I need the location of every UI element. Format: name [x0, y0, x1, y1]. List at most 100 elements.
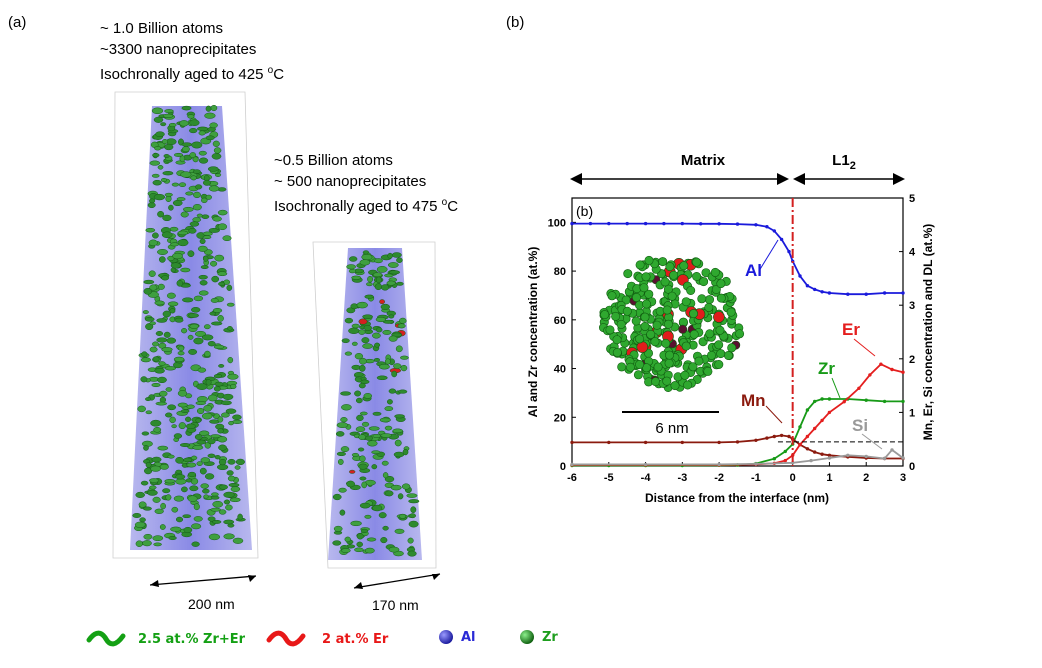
precipitate — [196, 213, 203, 218]
precipitate — [362, 314, 373, 319]
data-point-si — [570, 462, 574, 467]
precipitate — [201, 197, 208, 204]
precipitate — [154, 508, 164, 514]
precipitate — [408, 499, 420, 504]
y-tick-label: 80 — [554, 266, 566, 278]
precipitate — [157, 445, 169, 451]
precipitate — [138, 501, 147, 508]
zr-atom — [689, 309, 699, 319]
precipitate — [361, 481, 368, 489]
y2-tick-label: 3 — [909, 300, 915, 312]
precipitate — [159, 464, 169, 470]
precipitate — [408, 520, 419, 528]
precipitate — [147, 489, 158, 496]
data-point-mn — [805, 447, 810, 451]
zr-atom — [727, 343, 737, 353]
precipitate — [384, 406, 394, 412]
precipitate — [356, 533, 364, 540]
zr-atom — [651, 377, 661, 387]
precipitate — [170, 526, 182, 532]
precipitate — [151, 173, 160, 178]
precipitate — [205, 135, 215, 141]
precipitate — [140, 357, 151, 363]
precipitate — [214, 455, 221, 460]
data-point-al — [765, 225, 769, 229]
zr-atom — [664, 358, 674, 368]
precipitate — [364, 514, 372, 519]
precipitate — [210, 434, 221, 439]
precipitate — [229, 497, 241, 503]
data-point-zr — [798, 425, 802, 429]
precipitate — [161, 347, 173, 352]
zr-atom — [644, 255, 654, 265]
zr-atom — [669, 270, 679, 280]
data-point-al — [717, 222, 721, 226]
precipitate — [185, 191, 194, 196]
zr-atom — [679, 261, 689, 271]
precipitate — [380, 433, 392, 438]
data-point-si — [890, 448, 894, 452]
panel-b-label: (b) — [506, 14, 525, 31]
zr-atom — [726, 307, 736, 317]
precipitate — [157, 283, 165, 290]
zr-atom — [658, 257, 668, 267]
precipitate — [162, 488, 171, 494]
precipitate — [160, 177, 168, 183]
precipitate — [399, 513, 407, 519]
precipitate — [360, 528, 369, 533]
precipitate — [168, 204, 174, 211]
data-point-er — [820, 418, 824, 423]
precipitate — [181, 486, 188, 493]
precipitate — [152, 341, 159, 347]
precipitate — [144, 316, 155, 322]
y2-tick-label: 1 — [909, 407, 915, 419]
precipitate — [386, 399, 393, 405]
precipitate — [358, 329, 366, 335]
precipitate — [152, 153, 160, 158]
zr-atom — [735, 329, 745, 339]
zr-atom — [662, 376, 672, 386]
precipitate — [375, 276, 382, 284]
x-tick-label: 3 — [900, 472, 906, 484]
precipitate — [162, 113, 174, 118]
er-atom — [713, 311, 725, 323]
precipitate — [197, 367, 207, 373]
data-point-mn — [735, 440, 740, 444]
precipitate — [177, 230, 189, 236]
precipitate — [191, 307, 201, 313]
y2-tick-label: 2 — [909, 354, 915, 366]
precipitate — [344, 536, 351, 543]
precipitate — [175, 478, 187, 485]
precipitate — [202, 235, 212, 240]
precipitate — [227, 475, 236, 482]
precipitate — [388, 546, 400, 553]
precipitate — [220, 400, 232, 406]
precipitate — [218, 281, 226, 287]
series-line-si — [572, 448, 904, 466]
precipitate — [178, 422, 186, 430]
inset-scale-label: 6 nm — [655, 420, 688, 437]
precipitate — [193, 191, 201, 199]
precipitate — [388, 335, 398, 342]
zr-atom — [683, 380, 693, 390]
precipitate — [211, 492, 219, 497]
precipitate — [185, 423, 196, 430]
precipitate — [151, 456, 162, 463]
precipitate — [150, 419, 162, 427]
zr-atom — [714, 340, 724, 350]
zr-atom — [710, 267, 720, 277]
series-line-er — [572, 363, 904, 466]
precipitate — [217, 271, 228, 277]
data-point-si — [717, 462, 721, 467]
precipitate — [213, 386, 221, 392]
precipitate — [213, 147, 222, 154]
precipitate — [374, 342, 381, 348]
precipitate — [382, 472, 389, 479]
precipitate — [407, 537, 414, 544]
precipitate — [211, 321, 223, 326]
zr-atom — [681, 341, 691, 351]
series-label-zr: Zr — [818, 359, 835, 378]
data-point-mn — [754, 438, 758, 442]
zr-atom — [639, 283, 649, 293]
x-tick-label: -3 — [677, 472, 687, 484]
